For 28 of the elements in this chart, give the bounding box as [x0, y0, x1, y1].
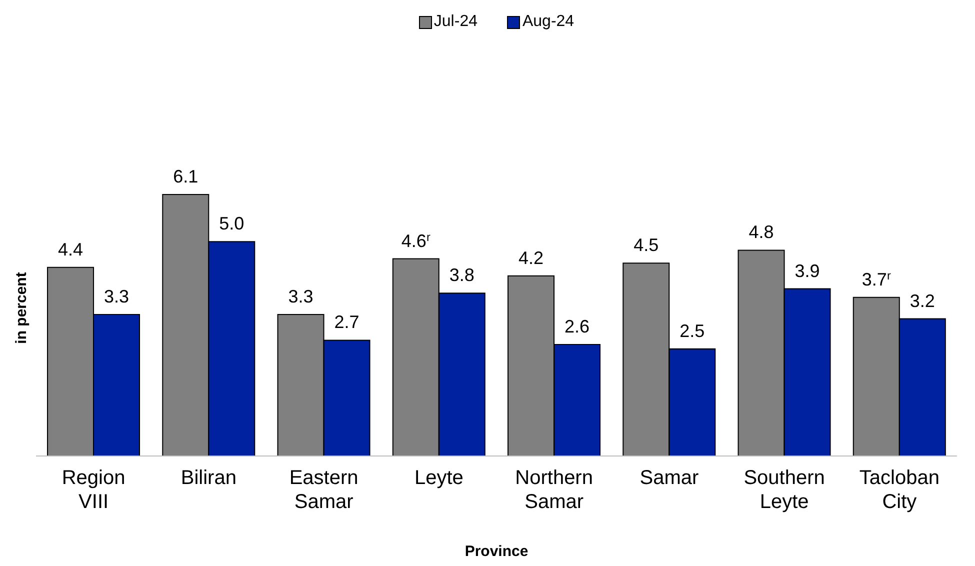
data-label: 4.6$^{r}$: [401, 230, 430, 251]
data-label: 2.7: [334, 312, 360, 332]
data-label: 6.1: [173, 166, 198, 186]
data-label: 4.5: [634, 235, 659, 256]
legend-label: Aug-24: [522, 13, 574, 31]
data-label: 2.5: [680, 320, 705, 341]
x-tick-label: Region VIII: [62, 467, 126, 513]
x-tick-label: Biliran: [180, 467, 236, 489]
data-label: 2.6: [564, 316, 590, 337]
data-label: 5.0: [219, 214, 244, 234]
data-label: 4.8: [748, 222, 774, 242]
x-tick-label: Southern Leyte: [744, 467, 825, 513]
x-tick-label: Samar: [640, 467, 699, 489]
x-tick-label: Eastern Samar: [289, 467, 358, 513]
data-label: 3.9: [794, 260, 820, 281]
data-label: 3.2: [910, 290, 935, 311]
x-tick-label: Leyte: [414, 467, 464, 489]
x-tick-label: Northern Samar: [515, 467, 593, 513]
data-label: 3.8: [449, 265, 474, 286]
data-label: 4.2: [518, 248, 544, 268]
x-tick-label: Tacloban City: [859, 467, 940, 513]
legend-label: Jul-24: [434, 13, 478, 31]
data-label: 4.4: [58, 239, 84, 260]
data-label: 3.7$^{r}$: [862, 268, 891, 290]
data-label: 3.3: [104, 286, 130, 307]
data-label: 3.3: [288, 286, 314, 307]
x-axis-title: Province: [464, 543, 528, 560]
y-axis-title: in percent: [13, 272, 30, 344]
